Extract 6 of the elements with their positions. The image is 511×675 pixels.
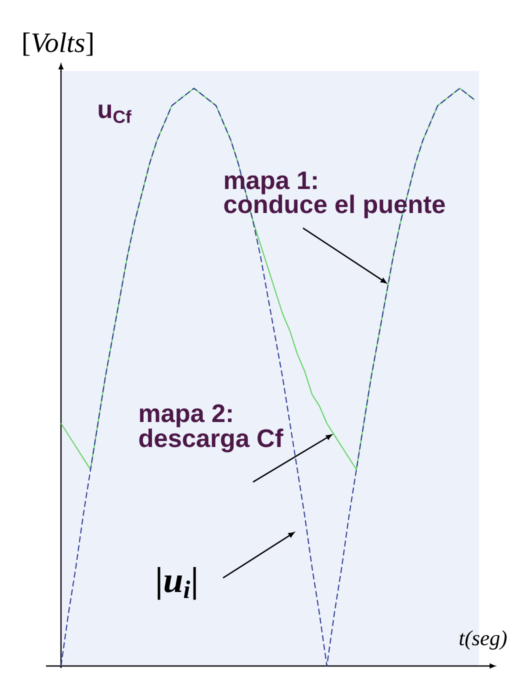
y-axis-title: [Volts] [24,32,92,56]
annotation: descarga Cf [139,428,284,452]
text: |u$_{i}$| [158,566,196,600]
x-axis-title: t(seg) [460,630,507,650]
annotation: mapa 2: [140,404,232,428]
series-label: u$_{Cf}$ [98,104,132,124]
